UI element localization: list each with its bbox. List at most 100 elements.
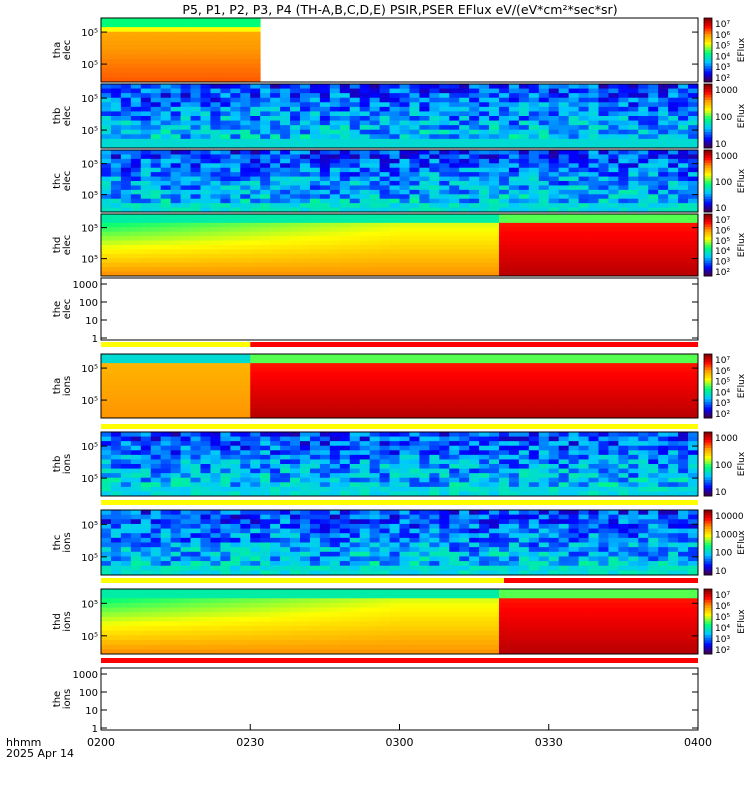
heat-cell (688, 163, 699, 169)
heat-cell (379, 194, 390, 200)
heat-cell (668, 138, 679, 144)
heat-cell (101, 163, 112, 169)
heat-cell (170, 372, 181, 378)
heat-cell (110, 523, 122, 529)
heat-cell (300, 84, 311, 89)
heat-cell (210, 253, 221, 259)
heat-cell (309, 482, 321, 488)
heat-cell (409, 84, 420, 89)
heat-cell (459, 486, 470, 492)
heat-cell (270, 158, 281, 164)
heat-cell (558, 486, 570, 492)
heat-cell (190, 218, 201, 224)
heat-cell (439, 271, 450, 277)
heat-cell (638, 167, 649, 173)
heat-cell (300, 258, 311, 264)
heat-cell (220, 537, 231, 543)
heat-cell (588, 203, 599, 208)
heat-cell (329, 441, 341, 447)
heat-cell (409, 486, 420, 492)
heat-cell (688, 207, 699, 213)
heat-cell (469, 172, 480, 177)
heat-cell (230, 194, 241, 200)
heat-cell (598, 436, 609, 442)
heat-cell (210, 267, 221, 272)
heat-cell (399, 106, 410, 112)
heat-cell (110, 163, 122, 169)
heat-cell (300, 97, 311, 103)
heat-cell (538, 138, 550, 144)
heat-cell (170, 97, 181, 103)
heat-cell (140, 436, 152, 442)
heat-cell (459, 203, 470, 208)
heat-cell (130, 31, 142, 37)
heat-cell (678, 125, 689, 131)
heat-cell (170, 68, 181, 74)
heat-cell (369, 158, 380, 164)
heat-cell (309, 267, 321, 272)
heat-cell (190, 50, 201, 55)
heat-cell (558, 363, 570, 369)
heat-cell (150, 267, 162, 272)
heat-cell (190, 395, 201, 401)
heat-cell (558, 97, 570, 103)
heat-cell (628, 372, 639, 378)
colorbar-tick-label: 100 (715, 461, 732, 471)
heat-cell (399, 445, 410, 451)
heat-cell (210, 445, 221, 451)
heat-cell (140, 491, 152, 497)
heat-cell (598, 222, 609, 228)
heat-cell (349, 203, 361, 208)
heat-cell (419, 267, 430, 272)
heat-cell (678, 459, 689, 465)
heat-cell (190, 510, 201, 516)
heat-cell (399, 367, 410, 373)
heat-cell (538, 143, 550, 149)
heat-cell (140, 36, 152, 42)
heat-cell (618, 214, 629, 219)
colorbar-cell (704, 132, 712, 136)
heat-cell (668, 408, 679, 414)
heat-cell (150, 207, 162, 213)
heat-cell (528, 459, 540, 465)
heat-cell (518, 218, 530, 224)
heat-cell (389, 93, 400, 99)
heat-cell (210, 198, 221, 204)
heat-cell (439, 386, 450, 391)
heat-cell (528, 395, 540, 401)
heat-cell (578, 102, 589, 108)
heat-cell (489, 120, 500, 126)
heat-cell (140, 514, 152, 520)
heat-cell (329, 450, 341, 456)
heat-cell (200, 253, 211, 259)
heat-cell (688, 120, 699, 126)
heat-cell (240, 432, 251, 437)
heat-cell (260, 158, 271, 164)
heat-cell (180, 486, 191, 492)
heat-cell (598, 390, 609, 396)
heat-cell (270, 154, 281, 160)
heat-cell (538, 271, 550, 277)
heat-cell (608, 464, 619, 469)
heat-cell (618, 158, 629, 164)
heat-cell (459, 432, 470, 437)
heat-cell (160, 253, 172, 259)
heat-cell (638, 404, 649, 410)
heat-cell (290, 189, 301, 195)
heat-cell (508, 436, 520, 442)
heat-cell (190, 185, 201, 191)
heat-cell (558, 267, 570, 272)
heat-cell (558, 468, 570, 474)
heat-cell (150, 59, 162, 65)
heat-cell (499, 106, 510, 112)
heat-cell (538, 249, 550, 255)
colorbar-cell (704, 86, 712, 90)
heat-cell (270, 172, 281, 177)
heat-cell (618, 258, 629, 264)
heat-cell (568, 227, 579, 233)
heat-cell (538, 267, 550, 272)
heat-cell (280, 404, 291, 410)
heat-cell (618, 134, 629, 140)
heat-cell (240, 111, 251, 117)
colorbar-cell (704, 354, 712, 358)
